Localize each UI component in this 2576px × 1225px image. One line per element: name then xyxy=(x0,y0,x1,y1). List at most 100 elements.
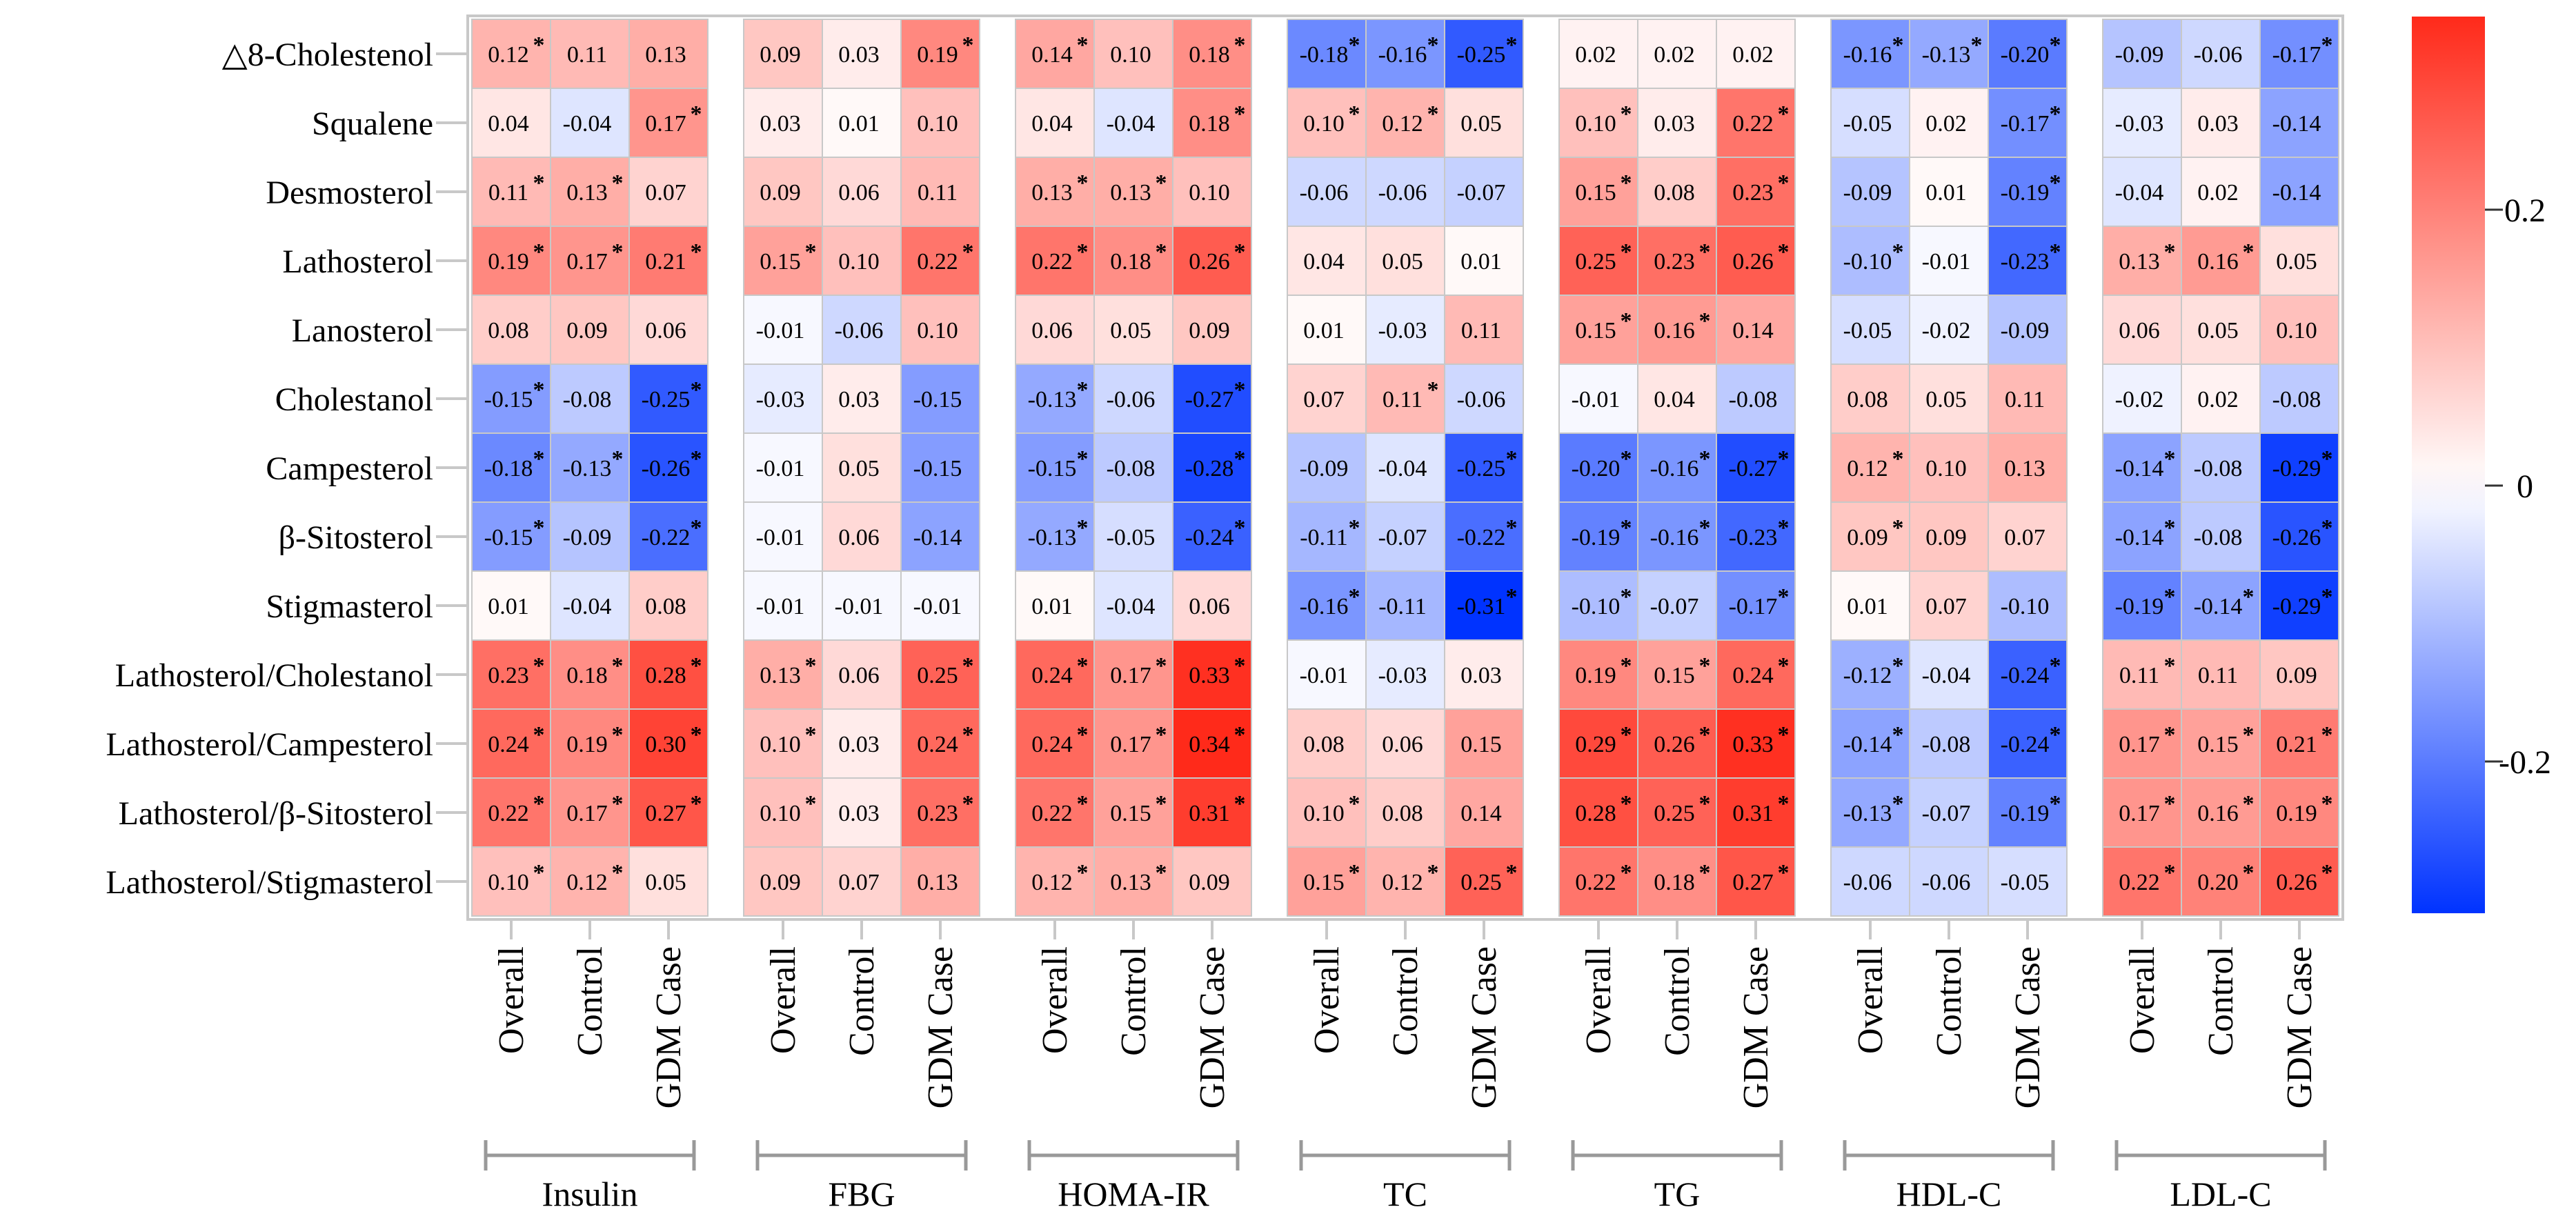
cell-value-label: 0.09 xyxy=(1925,525,1967,550)
cell-value-label: 0.13 xyxy=(2119,249,2160,275)
significance-marker: * xyxy=(1778,515,1790,541)
significance-marker: * xyxy=(1892,32,1904,58)
cell-value-label: 0.27 xyxy=(645,801,686,826)
significance-marker: * xyxy=(1234,791,1246,817)
heatmap-cell xyxy=(1558,432,1638,503)
cell-value-label: -0.13 xyxy=(1028,387,1077,412)
cell-value-label: 0.02 xyxy=(2197,387,2239,412)
heatmap-cell xyxy=(1716,363,1796,434)
heatmap-cell xyxy=(1988,846,2068,917)
significance-marker: * xyxy=(1156,860,1167,886)
heatmap-cell xyxy=(1015,501,1095,572)
heatmap-cell xyxy=(1637,708,1717,779)
row-label: Campesterol xyxy=(266,450,433,487)
heatmap-cell xyxy=(1172,777,1252,848)
cell-value-label: 0.11 xyxy=(567,42,607,68)
heatmap-cell xyxy=(1093,777,1173,848)
heatmap-cell xyxy=(2102,19,2182,89)
significance-marker: * xyxy=(962,239,974,265)
cell-value-label: -0.27 xyxy=(1185,387,1234,412)
cell-value-label: -0.08 xyxy=(2272,387,2321,412)
colorbar: -0.2 0 0.2 xyxy=(2412,17,2551,913)
cell-value-label: -0.06 xyxy=(1378,180,1427,206)
cell-value-label: -0.25 xyxy=(1457,42,1506,68)
cell-value-label: 0.10 xyxy=(1189,180,1230,206)
heatmap-cell xyxy=(1830,88,1910,158)
heatmap-cell xyxy=(2259,19,2339,89)
cell-value-label: -0.07 xyxy=(1650,594,1699,619)
column-label: GDM Case xyxy=(1193,946,1232,1108)
heatmap-cell xyxy=(2102,432,2182,503)
cell-value-label: 0.26 xyxy=(1732,249,1774,275)
significance-marker: * xyxy=(1892,239,1904,265)
significance-marker: * xyxy=(1699,653,1711,679)
heatmap-cell xyxy=(1365,708,1445,779)
significance-marker: * xyxy=(612,653,624,679)
cell-value-label: 0.08 xyxy=(1382,801,1423,826)
heatmap-cell xyxy=(628,88,709,158)
heatmap-cell xyxy=(1172,501,1252,572)
cell-value-label: 0.10 xyxy=(1303,801,1345,826)
heatmap-cell xyxy=(1444,295,1524,365)
cell-value-label: 0.17 xyxy=(645,111,686,137)
heatmap-cell xyxy=(2259,295,2339,365)
significance-marker: * xyxy=(1234,101,1246,127)
group-label: HDL-C xyxy=(1896,1175,2002,1213)
cell-value-label: -0.29 xyxy=(2272,594,2321,619)
heatmap-cell xyxy=(1093,846,1173,917)
column-label: GDM Case xyxy=(1736,946,1776,1108)
cell-value-label: -0.08 xyxy=(563,387,612,412)
column-label: Control xyxy=(2201,946,2241,1056)
heatmap-cell xyxy=(822,157,902,227)
heatmap-cells: 0.12 * 0.11 0.13 0.09 0.03 0.19 * 0.14 * 0.10 0.18 *… xyxy=(466,14,2344,921)
cell-value-label: -0.14 xyxy=(2272,111,2321,137)
significance-marker: * xyxy=(1699,722,1711,748)
cell-value-label: -0.01 xyxy=(1300,663,1349,688)
significance-marker: * xyxy=(1699,791,1711,817)
column-label: GDM Case xyxy=(2008,946,2048,1108)
heatmap-cell xyxy=(628,19,709,89)
cell-value-label: 0.17 xyxy=(1110,732,1151,757)
row-label: Lanosterol xyxy=(292,312,433,349)
heatmap-cell xyxy=(2181,432,2261,503)
heatmap-cell xyxy=(1444,432,1524,503)
significance-marker: * xyxy=(533,722,545,748)
heatmap-cell xyxy=(1909,639,1989,710)
heatmap-cell xyxy=(1830,777,1910,848)
heatmap-cell xyxy=(1558,777,1638,848)
significance-marker: * xyxy=(1778,722,1790,748)
cell-value-label: 0.13 xyxy=(1110,870,1151,895)
column-label: Overall xyxy=(1036,946,1075,1054)
cell-value-label: 0.24 xyxy=(917,732,958,757)
significance-marker: * xyxy=(2164,653,2176,679)
cell-value-label: 0.15 xyxy=(1303,870,1345,895)
significance-marker: * xyxy=(1427,32,1439,58)
cell-value-label: -0.19 xyxy=(1572,525,1621,550)
cell-value-label: -0.23 xyxy=(2001,249,2050,275)
cell-value-label: 0.06 xyxy=(2119,318,2160,343)
cell-value-label: 0.02 xyxy=(1654,42,1695,68)
heatmap-cell xyxy=(628,846,709,917)
cell-value-label: 0.03 xyxy=(760,111,801,137)
significance-marker: * xyxy=(1778,584,1790,610)
heatmap-cell xyxy=(1637,19,1717,89)
cell-value-label: 0.09 xyxy=(760,180,801,206)
cell-value-label: 0.03 xyxy=(838,732,880,757)
heatmap-cell xyxy=(2259,777,2339,848)
significance-marker: * xyxy=(1621,308,1632,334)
cell-value-label: 0.15 xyxy=(760,249,801,275)
heatmap-cell xyxy=(1172,19,1252,89)
cell-value-label: 0.24 xyxy=(1732,663,1774,688)
cell-value-label: 0.12 xyxy=(1031,870,1073,895)
heatmap-cell xyxy=(628,501,709,572)
significance-marker: * xyxy=(691,791,702,817)
significance-marker: * xyxy=(2321,584,2333,610)
significance-marker: * xyxy=(1506,32,1518,58)
heatmap-cell xyxy=(743,432,823,503)
cell-value-label: 0.19 xyxy=(488,249,529,275)
heatmap-cell xyxy=(1716,88,1796,158)
cell-value-label: -0.09 xyxy=(563,525,612,550)
column-label: Overall xyxy=(492,946,531,1054)
cell-value-label: 0.07 xyxy=(1303,387,1345,412)
significance-marker: * xyxy=(533,446,545,472)
